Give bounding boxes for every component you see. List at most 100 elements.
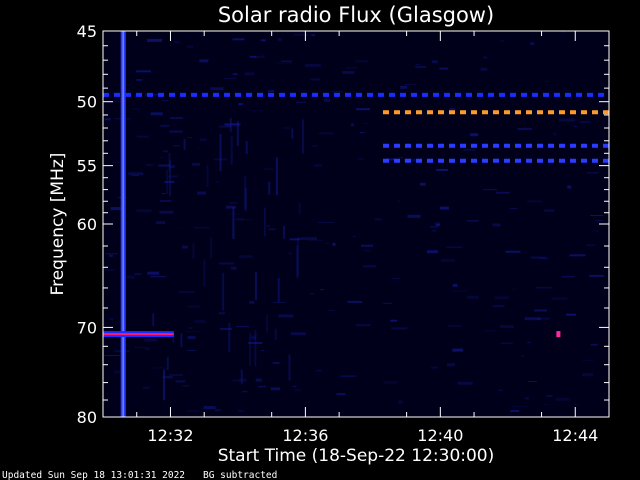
noise-streak [245,141,248,154]
noise-speck [136,135,149,138]
noise-speck [109,318,114,320]
noise-speck [505,250,521,253]
plot-area [103,31,609,417]
y-axis: 45 50 55 60 70 80 [77,22,609,427]
noise-speck [153,367,164,369]
noise-speck [528,381,537,382]
noise-speck [500,342,513,344]
x-tick-label: 12:36 [282,426,328,445]
noise-speck [431,229,437,232]
noise-streak [210,237,213,259]
noise-speck [244,72,255,76]
noise-streak [302,119,305,154]
noise-streak [254,330,257,366]
noise-streak [166,357,169,370]
noise-speck [131,108,142,110]
noise-speck [182,245,188,249]
noise-speck [492,305,505,307]
noise-speck [435,222,441,226]
noise-speck [586,172,599,174]
noise-speck [524,317,541,321]
noise-speck [280,60,292,62]
noise-speck [250,56,265,58]
noise-speck [596,230,600,232]
noise-streak [192,243,195,260]
noise-speck [266,225,270,227]
noise-streak [249,332,252,366]
noise-speck [268,90,275,92]
noise-speck [239,255,253,259]
noise-speck [187,335,196,339]
noise-speck [463,148,476,151]
noise-speck [260,39,266,42]
y-tick-label: 70 [77,318,97,337]
noise-streak [168,152,171,172]
noise-speck [358,157,364,160]
noise-speck [387,158,395,161]
noise-speck [294,388,302,392]
noise-speck [340,375,357,377]
noise-speck [561,276,575,278]
noise-speck [483,56,488,59]
noise-speck [236,326,250,328]
noise-speck [197,191,206,195]
noise-speck [320,289,325,291]
noise-layer [104,31,605,412]
noise-speck [173,145,180,147]
noise-speck [534,309,548,312]
noise-speck [272,362,280,365]
x-tick-label: 12:32 [147,426,193,445]
noise-speck [295,101,306,103]
noise-speck [383,302,393,304]
noise-speck [186,331,201,333]
noise-streak [152,313,155,327]
noise-speck [498,389,503,391]
noise-speck [249,300,255,304]
noise-speck [535,287,552,289]
noise-streak [244,176,247,210]
y-tick-label: 45 [77,22,97,41]
noise-speck [310,78,320,81]
noise-speck [435,224,440,227]
noise-speck [484,330,498,332]
noise-speck [439,206,449,210]
noise-speck [134,273,142,276]
noise-speck [293,33,309,36]
noise-speck [164,180,175,183]
noise-streak [180,333,183,348]
noise-speck [324,98,331,102]
noise-speck [361,244,373,247]
noise-speck [356,324,372,327]
noise-speck [147,38,163,42]
noise-speck [104,268,114,271]
noise-speck [347,300,363,303]
noise-speck [250,335,258,337]
noise-speck [194,227,210,229]
noise-speck [595,220,604,221]
noise-speck [224,124,240,127]
noise-speck [361,122,370,124]
noise-speck [586,244,596,246]
noise-speck [275,62,292,64]
noise-speck [582,373,594,377]
noise-speck [199,59,209,63]
noise-speck [517,127,533,130]
noise-speck [362,265,376,268]
x-axis-title: Start Time (18-Sep-22 12:30:00) [218,446,495,466]
noise-streak [219,134,222,172]
noise-speck [112,101,124,103]
noise-streak [240,369,243,385]
noise-streak [230,135,233,165]
noise-speck [145,164,154,166]
noise-speck [398,157,404,159]
noise-speck [374,218,382,221]
noise-streak [296,245,299,279]
noise-speck [509,208,518,210]
noise-speck [270,387,280,391]
noise-speck [304,64,321,67]
noise-speck [325,242,329,244]
noise-speck [398,400,403,404]
noise-streak [163,369,165,401]
noise-speck [224,123,241,126]
noise-speck [310,293,314,295]
